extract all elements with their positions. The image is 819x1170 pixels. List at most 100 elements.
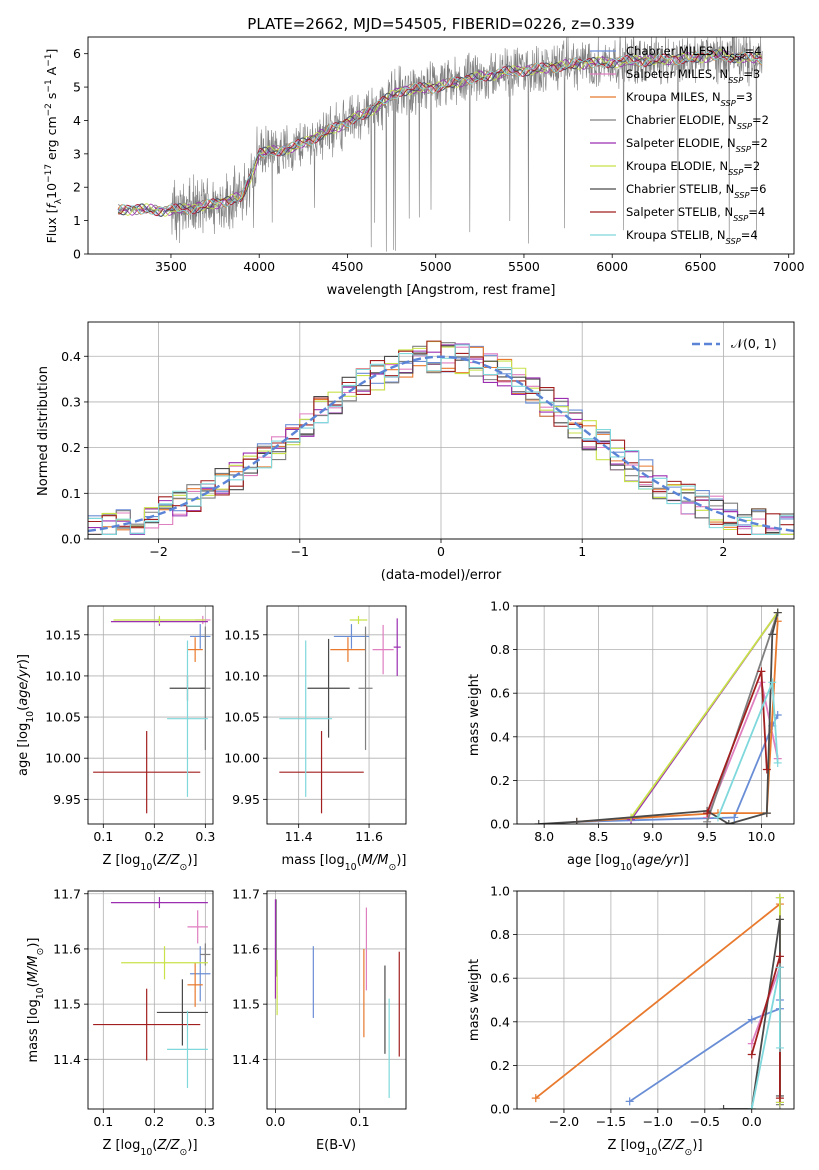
massweight-vs-age-xtick-label: 8.0 (534, 829, 554, 844)
residuals-ytick-label: 0.4 (61, 349, 81, 364)
legend-label: Salpeter STELIB, NSSP=4 (626, 205, 765, 223)
mass-vs-Z-xlabel-part: ( (152, 1138, 157, 1153)
legend-label-part: =4 (741, 228, 758, 242)
residuals-ytick-label: 0.3 (61, 394, 81, 409)
massweight-vs-age-ytick-label: 0.8 (490, 642, 510, 657)
age-vs-mass-ytick-label: 10.15 (224, 627, 260, 642)
age-vs-Z-xlabel-part: ( (152, 853, 157, 868)
massweight-vs-Z-marker (775, 915, 784, 924)
massweight-vs-age-ytick-label: 0.2 (490, 773, 510, 788)
age-vs-Z-xlabel: Z [log10(Z/Z⊙)] (102, 853, 197, 873)
massweight-vs-age-marker (703, 817, 712, 824)
massweight-vs-Z-marker (531, 1094, 540, 1103)
spectrum-xtick-label: 5500 (508, 259, 540, 274)
legend-label-part: Kroupa MILES, N (626, 90, 721, 104)
residuals-xtick-label: 1 (578, 544, 586, 559)
massweight-vs-Z-marker (775, 1043, 784, 1052)
mass-vs-Z-xlabel-part: 10 (140, 1147, 152, 1158)
massweight-vs-age-ytick-label: 0.6 (490, 686, 510, 701)
mass-vs-Z-xlabel: Z [log10(Z/Z⊙)] (102, 1138, 197, 1158)
massweight-vs-age-marker (713, 813, 722, 822)
spectrum-xtick-label: 4500 (332, 259, 364, 274)
legend-label-part: =2 (752, 113, 769, 127)
spectrum-ytick-label: 1 (73, 213, 81, 228)
legend-label-part: SSP (733, 213, 748, 223)
spectrum-ylabel-part: A (44, 66, 59, 79)
residuals-xtick-label: −1 (291, 544, 309, 559)
massweight-vs-age-marker (757, 667, 766, 676)
mass-vs-Z-xlabel-part: Z [log (102, 1138, 140, 1153)
histogram-series (88, 344, 794, 535)
age-vs-Z-xtick-label: 0.3 (195, 829, 215, 844)
massweight-vs-Z-marker (747, 1015, 756, 1024)
massweight-vs-age-xtick-label: 9.0 (643, 829, 663, 844)
legend-label: Chabrier STELIB, NSSP=6 (626, 182, 766, 200)
massweight-vs-Z-plot (531, 893, 784, 1109)
massweight-vs-Z-marker (775, 1094, 784, 1103)
massweight-vs-age-series-line (576, 714, 779, 823)
age-vs-mass-xlabel: mass [log10(M/M⊙)] (282, 853, 407, 873)
massweight-vs-Z-xlabel: Z [log10(Z/Z⊙)] (607, 1138, 702, 1158)
massweight-vs-age-xlabel: age [log10(age/yr)] (567, 853, 689, 873)
mass-vs-EBV-xtick-label: 0.1 (350, 1114, 370, 1129)
figure-title: PLATE=2662, MJD=54505, FIBERID=0226, z=0… (247, 15, 634, 33)
mass-vs-Z-frame (87, 890, 214, 1110)
mass-vs-Z-panel: 0.1 0.2 0.311.411.511.611.7Z [log10(Z/Z⊙)]… (26, 886, 215, 1157)
mass-vs-EBV-ytick-label: 11.5 (232, 997, 260, 1012)
spectrum-xlabel: wavelength [Angstrom, rest frame] (327, 283, 556, 298)
mass-vs-EBV-xtick-label: 0.0 (265, 1114, 285, 1129)
massweight-vs-Z-panel: −2.0 −1.5 −1.0 −0.5 0.0 0.0 0.2 0.4 0.6 0.8 1.0 Z [… (467, 884, 795, 1158)
residuals-xtick-label: −2 (149, 544, 167, 559)
massweight-vs-Z-xtick-label: −1.0 (643, 1114, 673, 1129)
massweight-vs-Z-xlabel-part: )] (692, 1138, 702, 1153)
massweight-vs-age-xlabel-part: )] (679, 853, 689, 868)
spectrum-xtick-label: 3500 (155, 259, 187, 274)
massweight-vs-age-marker (724, 820, 733, 824)
massweight-vs-Z-ytick-label: 0.0 (490, 1102, 510, 1117)
age-vs-Z-frame (87, 605, 214, 825)
spectrum-ytick-label: 2 (73, 180, 81, 195)
age-vs-Z-ytick-label: 10.00 (45, 751, 81, 766)
spectrum-model-line (117, 51, 763, 216)
spectrum-ytick-label: 0 (73, 247, 81, 262)
mass-vs-Z-ylabel-part: ⊙ (35, 948, 46, 956)
age-vs-mass-ytick-label: 10.05 (224, 710, 260, 725)
residuals-ylabel: Normed distribution (36, 366, 51, 496)
spectrum-ylabel-part: −1 (44, 53, 54, 66)
massweight-vs-age-xlabel-part: ( (632, 853, 637, 868)
legend-label: Salpeter ELODIE, NSSP=2 (626, 136, 768, 154)
age-vs-Z-ytick-label: 10.10 (45, 668, 81, 683)
residuals-frame (87, 321, 795, 540)
age-vs-Z-ylabel-part: ( (16, 706, 31, 711)
massweight-vs-Z-xlabel-part: Z [log (607, 1138, 645, 1153)
massweight-vs-age-ytick-label: 0.4 (490, 729, 510, 744)
mass-vs-Z-xtick-label: 0.3 (195, 1114, 215, 1129)
massweight-vs-Z-xlabel-part: 10 (645, 1147, 657, 1158)
legend-label-part: SSP (728, 167, 743, 177)
spectrum-ylabel-part: s (44, 93, 59, 104)
spectrum-ylabel-part: f (44, 203, 59, 209)
massweight-vs-age-xtick-label: 9.5 (697, 829, 717, 844)
age-vs-mass-panel: 11.4 11.6 9.95 10.00 10.05 10.10 10.15 mass [lo… (224, 605, 407, 873)
mass-vs-Z-plot (93, 897, 211, 1089)
age-vs-Z-plot (93, 615, 211, 814)
massweight-vs-age-plot (534, 608, 782, 824)
massweight-vs-Z-marker (747, 1050, 756, 1059)
massweight-vs-Z-series-line (535, 903, 781, 1099)
massweight-vs-age-frame (516, 605, 795, 825)
spectrum-ylabel-part: −1 (44, 79, 54, 92)
massweight-vs-age-series-line (630, 611, 779, 819)
legend-label-part: =4 (748, 205, 765, 219)
massweight-vs-Z-ytick-label: 0.2 (490, 1058, 510, 1073)
residuals-ytick-label: 0.2 (61, 440, 81, 455)
spectrum-ytick-label: 4 (73, 113, 81, 128)
legend-label-part: Salpeter ELODIE, N (626, 136, 736, 150)
mass-vs-EBV-ytick-label: 11.4 (232, 1052, 260, 1067)
massweight-vs-Z-frame (516, 890, 795, 1110)
age-vs-Z-ytick-label: 10.05 (45, 710, 81, 725)
age-vs-Z-ylabel-part: 10 (25, 711, 36, 723)
age-vs-Z-xlabel-part: Z [log (102, 853, 140, 868)
